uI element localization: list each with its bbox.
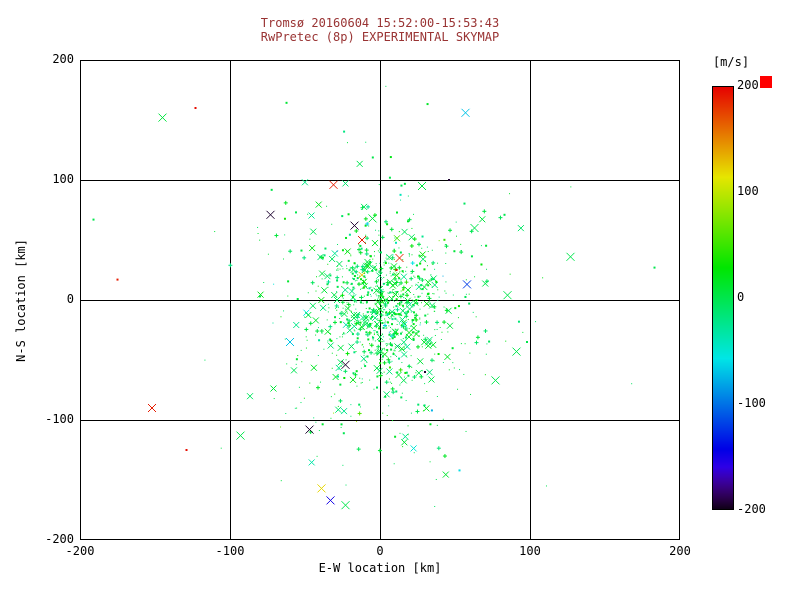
x-tick-label: 100 xyxy=(519,544,541,558)
colorbar-unit-label: [m/s] xyxy=(712,55,750,69)
y-tick-label: -200 xyxy=(45,532,74,546)
colorbar-tick-label: 100 xyxy=(737,184,759,198)
y-axis-title-wrap: N-S location [km] xyxy=(14,60,28,540)
chart-subtitle: RwPretec (8p) EXPERIMENTAL SKYMAP xyxy=(260,30,500,44)
y-tick-label: 200 xyxy=(52,52,74,66)
colorbar-canvas xyxy=(712,86,734,510)
y-tick-label: 0 xyxy=(66,292,74,306)
x-tick-label: -200 xyxy=(65,544,95,558)
y-tick-label: 100 xyxy=(52,172,74,186)
scatter-plot-canvas xyxy=(80,60,680,540)
colorbar-tick-label: -200 xyxy=(737,502,766,516)
y-axis-title: N-S location [km] xyxy=(14,238,28,362)
colorbar-cap-swatch xyxy=(760,76,772,88)
x-tick-label: -100 xyxy=(215,544,245,558)
chart-title: Tromsø 20160604 15:52:00-15:53:43 xyxy=(260,16,500,30)
colorbar-tick-label: 200 xyxy=(737,78,759,92)
x-tick-label: 0 xyxy=(376,544,384,558)
colorbar-tick-label: -100 xyxy=(737,396,766,410)
y-tick-label: -100 xyxy=(45,412,74,426)
colorbar-tick-label: 0 xyxy=(737,290,745,304)
x-axis-title: E-W location [km] xyxy=(318,561,442,575)
x-tick-label: 200 xyxy=(669,544,691,558)
